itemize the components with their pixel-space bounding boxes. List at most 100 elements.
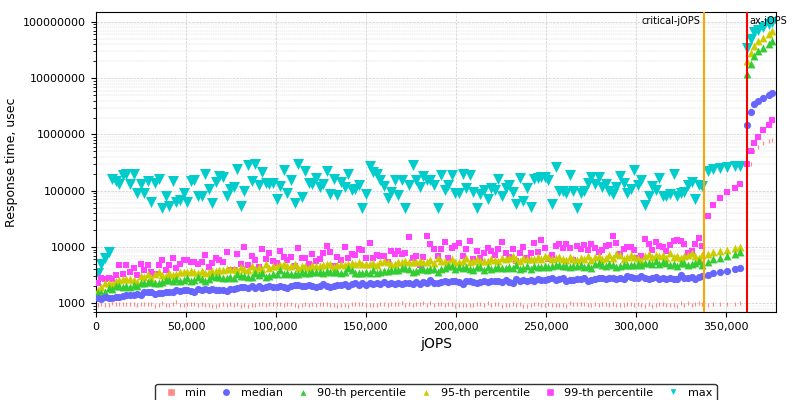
99-th percentile xyxy=(478,250,490,256)
max xyxy=(370,171,383,178)
90-th percentile xyxy=(117,284,130,290)
max xyxy=(528,176,541,182)
max xyxy=(227,183,240,190)
90-th percentile xyxy=(570,263,583,270)
99-th percentile xyxy=(274,248,286,254)
99-th percentile xyxy=(374,253,386,260)
99-th percentile xyxy=(606,232,619,239)
90-th percentile xyxy=(353,270,366,276)
90-th percentile xyxy=(517,265,530,271)
90-th percentile xyxy=(378,268,390,274)
median xyxy=(489,278,502,284)
99-th percentile xyxy=(184,259,197,265)
99-th percentile xyxy=(766,117,779,123)
max xyxy=(152,176,165,182)
max xyxy=(560,190,573,196)
median xyxy=(482,278,494,285)
90-th percentile xyxy=(589,260,602,267)
max xyxy=(728,163,741,170)
median xyxy=(127,292,140,298)
90-th percentile xyxy=(191,274,204,280)
min xyxy=(163,302,176,308)
min xyxy=(610,302,623,308)
median xyxy=(485,278,498,284)
99-th percentile xyxy=(263,250,276,256)
median xyxy=(596,275,609,281)
min xyxy=(589,301,602,307)
max xyxy=(281,190,294,196)
min xyxy=(424,300,437,306)
99-th percentile xyxy=(342,254,354,261)
99-th percentile xyxy=(91,280,104,286)
max xyxy=(642,193,655,199)
95-th percentile xyxy=(299,263,312,270)
max xyxy=(123,180,136,187)
99-th percentile xyxy=(621,244,634,250)
99-th percentile xyxy=(463,238,476,244)
min xyxy=(624,301,637,307)
99-th percentile xyxy=(489,252,502,258)
99-th percentile xyxy=(502,254,515,260)
90-th percentile xyxy=(95,290,108,296)
95-th percentile xyxy=(278,260,290,267)
99-th percentile xyxy=(356,247,369,253)
95-th percentile xyxy=(210,268,222,274)
median xyxy=(231,285,244,292)
95-th percentile xyxy=(360,261,373,267)
min xyxy=(485,302,498,308)
median xyxy=(331,281,344,288)
95-th percentile xyxy=(578,256,590,262)
min xyxy=(270,301,283,308)
min xyxy=(263,301,276,308)
min xyxy=(685,302,698,308)
90-th percentile xyxy=(227,275,240,281)
max xyxy=(127,171,140,178)
90-th percentile xyxy=(621,262,634,268)
99-th percentile xyxy=(210,255,222,261)
95-th percentile xyxy=(667,254,680,260)
max xyxy=(495,193,508,199)
min xyxy=(524,302,537,308)
max xyxy=(170,199,183,205)
min xyxy=(578,300,590,307)
90-th percentile xyxy=(706,256,719,263)
90-th percentile xyxy=(159,277,172,283)
max xyxy=(734,162,746,169)
max xyxy=(596,184,609,190)
min xyxy=(563,300,576,306)
95-th percentile xyxy=(302,264,315,271)
min xyxy=(227,302,240,308)
95-th percentile xyxy=(142,271,154,278)
median xyxy=(217,286,230,293)
90-th percentile xyxy=(263,272,276,279)
99-th percentile xyxy=(456,253,469,260)
99-th percentile xyxy=(517,244,530,250)
99-th percentile xyxy=(370,252,383,258)
min xyxy=(127,300,140,307)
min xyxy=(606,301,619,308)
90-th percentile xyxy=(356,269,369,276)
95-th percentile xyxy=(603,252,616,258)
99-th percentile xyxy=(406,255,419,261)
95-th percentile xyxy=(281,262,294,269)
90-th percentile xyxy=(531,264,544,270)
99-th percentile xyxy=(427,246,440,252)
min xyxy=(528,301,541,308)
95-th percentile xyxy=(689,253,702,259)
median xyxy=(617,276,630,282)
95-th percentile xyxy=(388,260,401,267)
median xyxy=(714,269,726,275)
99-th percentile xyxy=(514,250,526,256)
90-th percentile xyxy=(195,276,208,282)
90-th percentile xyxy=(628,262,641,269)
95-th percentile xyxy=(195,268,208,275)
median xyxy=(624,274,637,280)
99-th percentile xyxy=(706,202,719,208)
95-th percentile xyxy=(274,261,286,268)
median xyxy=(692,274,705,280)
90-th percentile xyxy=(745,61,758,67)
95-th percentile xyxy=(102,280,115,286)
99-th percentile xyxy=(156,257,169,263)
90-th percentile xyxy=(653,260,666,267)
99-th percentile xyxy=(638,236,651,242)
